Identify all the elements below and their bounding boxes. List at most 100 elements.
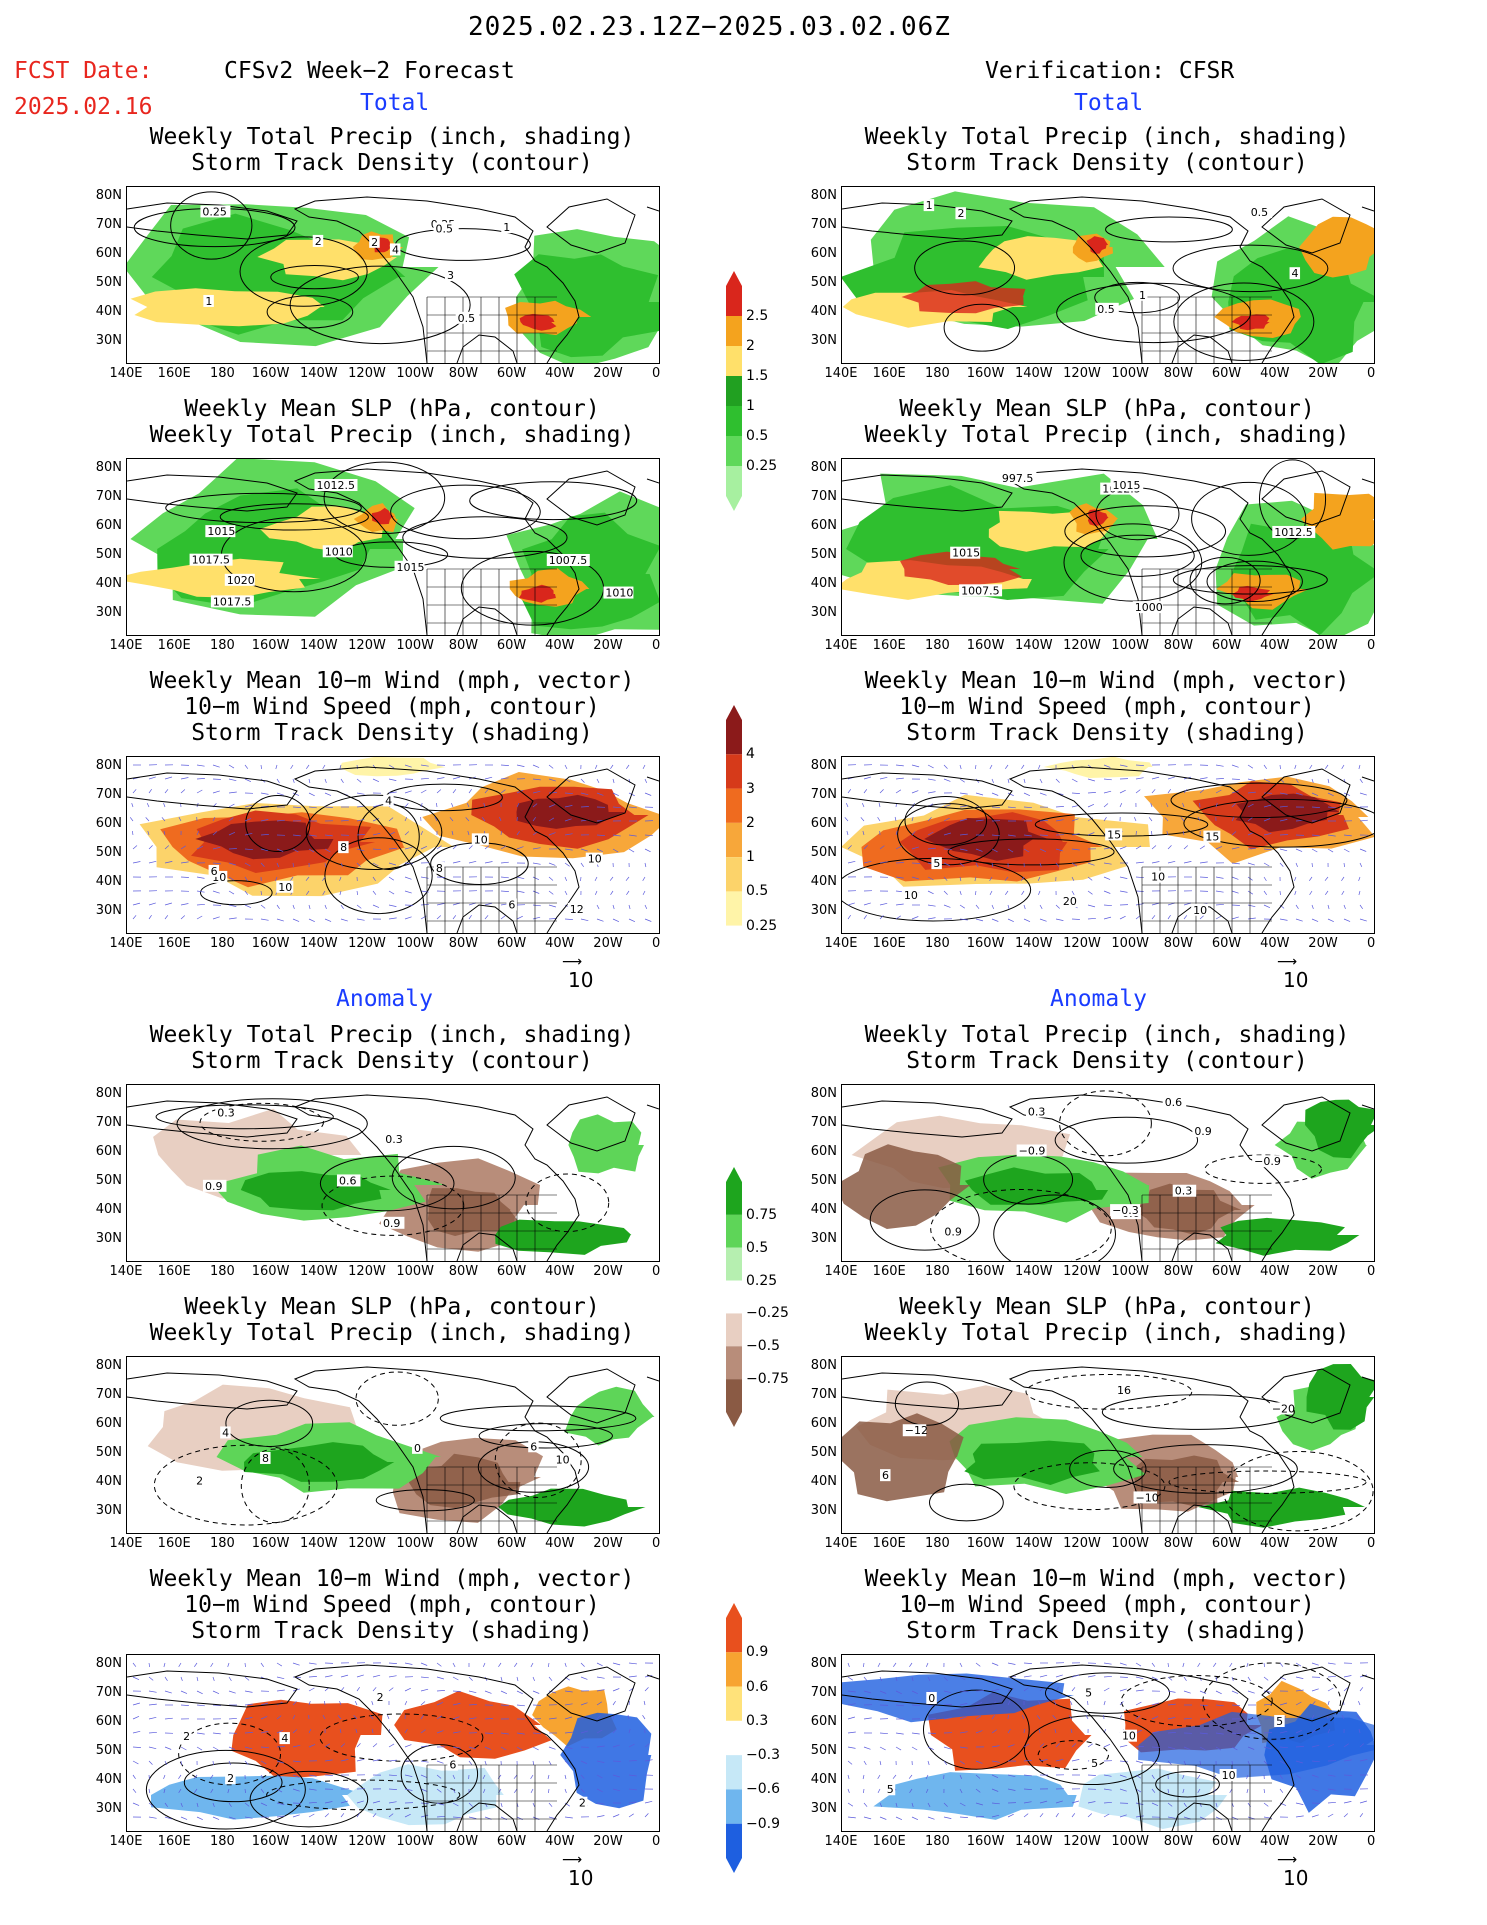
contour-label: 1: [926, 199, 933, 212]
colorbar-label: 1.5: [746, 368, 769, 384]
lon-tick: 120W: [1063, 1536, 1101, 1551]
lon-tick: 60W: [496, 1536, 527, 1551]
lon-tick: 20W: [1308, 1264, 1338, 1279]
contour-label: −0.9: [1254, 1155, 1281, 1168]
lon-tick: 0: [652, 1536, 661, 1551]
contour-label: −0.3: [1112, 1204, 1139, 1217]
lon-tick: 120W: [348, 936, 386, 951]
contour-label: 6: [530, 1440, 537, 1453]
lat-tick: 30N: [95, 605, 122, 620]
lat-tick: 80N: [95, 1358, 122, 1373]
contour-label: 2: [183, 1730, 190, 1743]
panel-title-line: Weekly Mean 10−m Wind (mph, vector): [864, 668, 1350, 694]
forecast-title: CFSv2 Week−2 Forecast: [224, 58, 515, 84]
lon-tick: 140E: [109, 1264, 143, 1279]
lon-tick: 0: [1367, 936, 1376, 951]
lat-tick: 40N: [95, 576, 122, 591]
lat-tick: 60N: [810, 518, 837, 533]
lon-tick: 160E: [157, 936, 191, 951]
panel-title-line: Storm Track Density (contour): [191, 150, 593, 176]
contour-label: 0.5: [436, 222, 454, 235]
panel-title-line: Storm Track Density (shading): [191, 720, 593, 746]
lon-tick: 140W: [1014, 1834, 1053, 1849]
lon-tick: 140W: [1014, 1264, 1053, 1279]
lat-tick: 70N: [95, 1115, 122, 1130]
panel-title-line: Weekly Mean 10−m Wind (mph, vector): [864, 1566, 1350, 1592]
contour-label: 5: [933, 857, 940, 870]
lon-tick: 60W: [496, 1834, 527, 1849]
lon-tick: 120W: [348, 1264, 386, 1279]
lon-tick: 60W: [496, 366, 527, 381]
colorbar-label: 0.25: [746, 917, 778, 934]
contour-label: 0.3: [1175, 1185, 1193, 1198]
lon-tick: 0: [652, 366, 661, 381]
lat-tick: 70N: [95, 217, 122, 232]
contour-label: 0.9: [944, 1226, 962, 1239]
lon-tick: 40W: [545, 1264, 575, 1279]
lon-tick: 60W: [1211, 936, 1242, 951]
lon-tick: 140W: [299, 638, 338, 653]
lon-tick: 20W: [1308, 1536, 1338, 1551]
lon-tick: 20W: [1308, 936, 1338, 951]
contour-label: 2: [196, 1475, 203, 1488]
contour-label: 1007.5: [961, 584, 999, 597]
lat-tick: 80N: [95, 460, 122, 475]
lat-tick: 70N: [95, 1685, 122, 1700]
lon-tick: 0: [652, 1834, 661, 1849]
panel-title-line: Storm Track Density (contour): [906, 150, 1308, 176]
fc-slp_anom-map: 0 6 4 2 8 10: [126, 1356, 660, 1534]
lon-tick: 180: [924, 1834, 950, 1849]
lon-tick: 60W: [1211, 1264, 1242, 1279]
contour-label: 10: [474, 833, 488, 846]
contour-label: 15: [1107, 828, 1121, 841]
lon-tick: 180: [924, 366, 950, 381]
lat-tick: 80N: [810, 1358, 837, 1373]
lon-tick: 120W: [1063, 366, 1101, 381]
lon-tick: 160W: [966, 366, 1005, 381]
lon-tick: 140W: [299, 1834, 338, 1849]
colorbar-storm_total: [726, 705, 742, 975]
lat-tick: 50N: [95, 275, 122, 290]
contour-label: 0.25: [202, 205, 227, 218]
contour-label: 2: [315, 235, 322, 248]
contour-label: 0.3: [385, 1133, 403, 1146]
contour-label: 4: [281, 1732, 288, 1745]
contour-label: 10: [1151, 871, 1165, 884]
lon-tick: 40W: [545, 638, 575, 653]
colorbar-label: 3: [746, 780, 755, 797]
lat-tick: 40N: [95, 1772, 122, 1787]
lat-tick: 70N: [95, 489, 122, 504]
lon-tick: 140E: [109, 1536, 143, 1551]
contour-label: 1015: [207, 525, 235, 538]
lon-tick: 80W: [1163, 1264, 1194, 1279]
contour-label: 1012.5: [316, 479, 355, 492]
vector-reference: ⟶ 10: [1277, 1852, 1309, 1890]
colorbar-label: 2: [746, 338, 755, 354]
lat-tick: 40N: [810, 874, 837, 889]
contour-label: 1015: [952, 547, 980, 560]
contour-label: 1007.5: [549, 554, 588, 567]
lon-tick: 140W: [1014, 1536, 1053, 1551]
lat-tick: 50N: [810, 1743, 837, 1758]
contour-label: 0: [928, 1692, 935, 1705]
lon-tick: 120W: [1063, 1264, 1101, 1279]
lat-tick: 70N: [95, 787, 122, 802]
lon-tick: 160E: [157, 1834, 191, 1849]
lat-tick: 60N: [95, 518, 122, 533]
colorbar-label: −0.9: [746, 1815, 780, 1832]
panel-title-line: Weekly Mean 10−m Wind (mph, vector): [149, 668, 635, 694]
lon-tick: 80W: [1163, 366, 1194, 381]
lon-tick: 160E: [872, 1536, 906, 1551]
lon-tick: 160W: [966, 1834, 1005, 1849]
contour-label: 15: [1205, 831, 1219, 844]
contour-label: 6: [449, 1759, 456, 1772]
lat-tick: 30N: [95, 333, 122, 348]
contour-label: 2: [371, 236, 378, 249]
verification-title: Verification: CFSR: [985, 58, 1235, 84]
lat-tick: 30N: [810, 1503, 837, 1518]
lat-tick: 70N: [810, 489, 837, 504]
lon-tick: 180: [924, 638, 950, 653]
contour-label: 6: [882, 1469, 889, 1482]
contour-label: 10: [1222, 1769, 1236, 1782]
lon-tick: 20W: [593, 638, 623, 653]
